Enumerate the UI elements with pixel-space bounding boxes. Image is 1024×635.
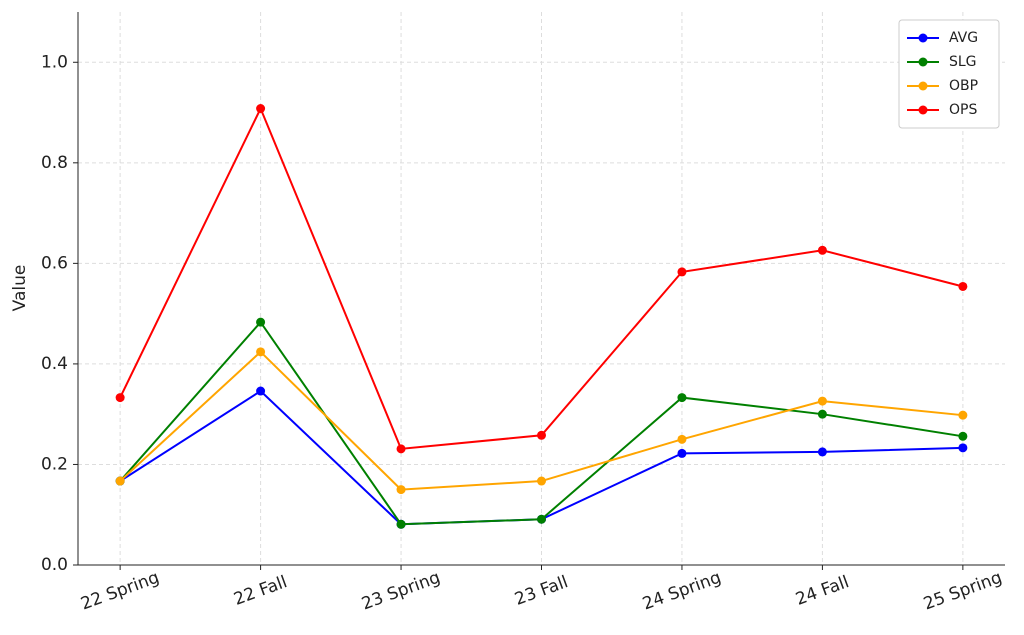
data-point [958, 443, 968, 453]
data-point [958, 431, 968, 441]
data-point [396, 444, 406, 454]
x-tick-label: 24 Spring [640, 568, 724, 615]
x-tick-label: 23 Fall [512, 572, 571, 610]
data-point [958, 410, 968, 420]
data-point [817, 447, 827, 457]
data-point [677, 393, 687, 403]
data-point [817, 409, 827, 419]
data-point [537, 514, 546, 524]
data-point [958, 281, 968, 291]
x-tick-label: 23 Spring [359, 568, 443, 615]
legend-marker [918, 81, 928, 91]
legend-box [898, 19, 1000, 129]
legend-label: OPS [949, 102, 977, 118]
data-point [817, 396, 827, 406]
data-point [677, 448, 687, 458]
legend-label: SLG [949, 54, 977, 70]
data-point [677, 434, 687, 444]
y-tick-label: 0.6 [41, 253, 68, 273]
x-tick-label: 22 Fall [231, 572, 290, 610]
x-tick-label: 24 Fall [793, 572, 852, 610]
y-tick-label: 0.4 [41, 354, 68, 374]
data-point [817, 245, 827, 255]
data-point [537, 476, 546, 486]
x-tick-label: 25 Spring [921, 568, 1005, 615]
series-line [119, 320, 964, 526]
legend-marker [918, 105, 928, 115]
data-point [256, 347, 266, 357]
data-point [115, 476, 125, 486]
legend-label: OBP [949, 78, 978, 94]
y-tick-label: 0.0 [41, 555, 68, 575]
y-tick-label: 0.8 [41, 153, 68, 173]
x-tick-label: 22 Spring [78, 568, 162, 615]
legend-marker [918, 33, 928, 43]
y-tick-label: 1.0 [41, 52, 68, 72]
legend-label: AVG [949, 30, 978, 46]
data-point [396, 519, 406, 529]
data-point [115, 393, 125, 403]
data-point [677, 267, 687, 277]
y-axis-label: Value [10, 265, 30, 312]
data-point [256, 386, 266, 396]
legend-marker [918, 57, 928, 67]
data-point [256, 317, 266, 327]
legend: AVG SLG OBP OPS [898, 19, 1000, 129]
y-tick-label: 0.2 [41, 454, 68, 474]
data-point [537, 430, 546, 440]
data-point [396, 485, 406, 495]
data-point [256, 104, 266, 114]
